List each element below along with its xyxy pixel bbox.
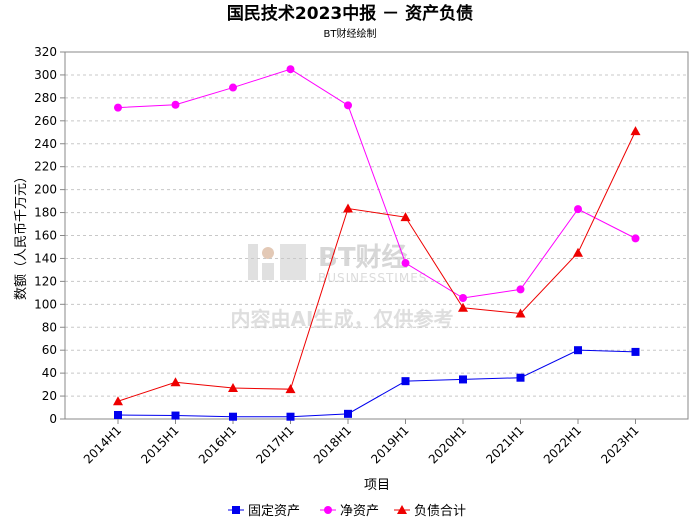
data-point [229,83,237,92]
data-point [574,205,582,214]
legend-marker [232,506,240,514]
watermark-brand-en: BUSINESSTIMES [318,271,427,285]
data-point [286,65,295,74]
legend-marker [397,505,407,514]
data-point [458,302,468,312]
data-point [343,203,353,213]
data-point [229,412,237,421]
y-tick-label: 140 [34,251,57,265]
x-tick-label: 2019H1 [368,423,411,466]
y-tick-label: 60 [42,343,57,357]
watermark-logo-icon [248,244,306,280]
data-point [516,373,525,382]
legend: 固定资产 净资产 负债合计 [228,504,466,519]
y-tick-label: 80 [42,320,57,334]
data-point [515,308,526,318]
x-axis: 2014H1 2015H1 2016H1 2017H1 2018H1 2019H1 2020… [81,419,642,466]
chart-subtitle: BT财经绘制 [324,27,377,40]
x-tick-label: 2016H1 [196,423,239,466]
y-tick-label: 200 [34,183,57,197]
y-tick-label: 20 [42,389,57,403]
series-1 [114,65,640,303]
x-tick-label: 2018H1 [311,423,354,466]
legend-label: 净资产 [340,504,379,519]
series-line [117,130,636,402]
x-tick-label: 2017H1 [253,423,296,466]
y-axis: 0 20 40 60 80 100 120 140 160 180 200 220 240 260 280 3… [34,45,65,426]
data-point [114,103,122,112]
x-tick-label: 2021H1 [483,423,526,466]
data-point [631,347,640,356]
data-point [344,409,352,418]
y-tick-label: 0 [49,412,57,426]
data-point [573,247,583,257]
series-2 [113,126,641,406]
data-point [344,101,352,110]
watermark: BT财经 BUSINESSTIMES 内容由AI生成，仅供参考 [231,242,454,331]
data-point [286,412,295,421]
y-axis-title: 数额（人民币千万元） [14,170,29,300]
data-point [401,259,410,268]
data-point [285,384,296,394]
legend-item: 固定资产 [228,504,300,519]
grid [65,74,688,397]
data-point [516,285,525,294]
x-tick-label: 2023H1 [598,423,641,466]
legend-label: 固定资产 [248,504,300,519]
x-tick-label: 2015H1 [138,423,181,466]
y-tick-label: 260 [34,114,57,128]
data-point [459,375,467,384]
x-axis-title: 项目 [364,478,390,493]
data-point [574,346,582,355]
y-tick-label: 240 [34,137,57,151]
data-point [459,294,467,303]
legend-marker [324,506,332,514]
y-tick-label: 300 [34,68,57,82]
watermark-brand: BT财经 [318,242,408,273]
y-tick-label: 160 [34,229,57,243]
x-tick-label: 2014H1 [81,423,124,466]
series-line [117,68,636,299]
data-point [171,411,180,420]
data-point [400,212,411,222]
y-tick-label: 120 [34,274,57,288]
data-point [170,377,181,387]
legend-item: 负债合计 [394,504,466,519]
data-point [630,126,641,136]
series-layer [113,65,641,421]
x-tick-label: 2020H1 [426,423,469,466]
legend-label: 负债合计 [414,504,466,519]
chart-title: 国民技术2023中报 － 资产负债 [227,3,473,24]
data-point [113,396,123,406]
data-point [171,100,180,109]
y-tick-label: 180 [34,206,57,220]
legend-item: 净资产 [320,504,379,519]
y-tick-label: 320 [34,45,57,59]
series-line [117,349,636,418]
data-point [228,383,238,393]
y-tick-label: 220 [34,160,57,174]
y-tick-label: 100 [34,297,57,311]
data-point [631,234,640,243]
x-tick-label: 2022H1 [541,423,584,466]
series-0 [114,346,640,421]
y-tick-label: 40 [42,366,57,380]
data-point [114,410,122,419]
data-point [401,377,410,386]
y-tick-label: 280 [34,91,57,105]
